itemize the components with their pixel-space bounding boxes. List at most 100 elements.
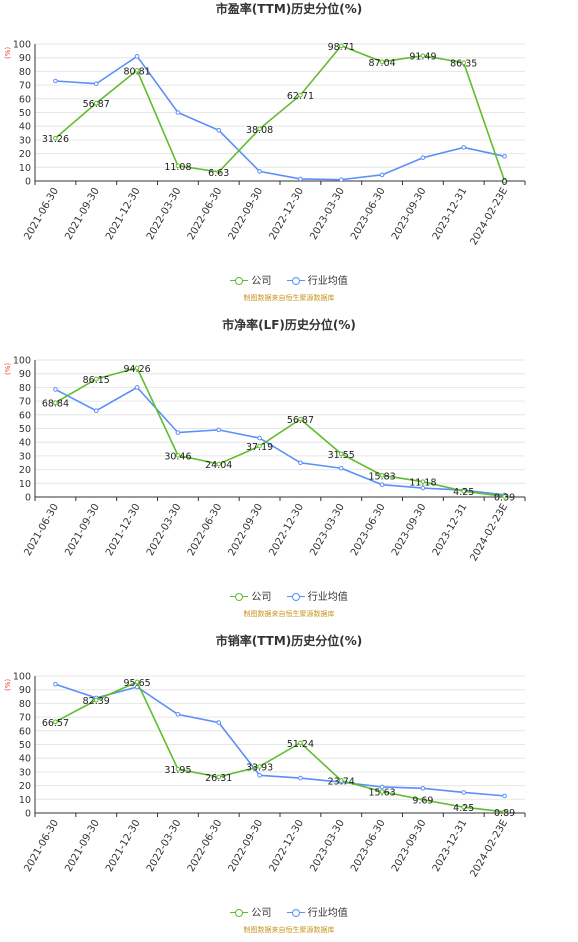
- point-industry: [216, 720, 222, 725]
- x-tick-label: 2024-02-23E: [468, 818, 510, 879]
- x-tick-label: 2022-09-30: [227, 818, 266, 874]
- data-label: 26.31: [205, 773, 232, 784]
- x-tick-label: 2023-09-30: [390, 186, 429, 242]
- point-industry: [175, 430, 181, 435]
- y-tick-label: 0: [25, 177, 31, 188]
- legend-industry-label: 行业均值: [307, 908, 348, 919]
- y-tick-label: 90: [19, 53, 31, 64]
- data-label: 95.65: [123, 678, 150, 689]
- legend-company[interactable]: 公司: [230, 904, 271, 919]
- chart-panel-pb: 市净率(LF)历史分位(%) 0 10 20 30 40 50 60 70 80 90 100 (%)…: [0, 316, 578, 626]
- x-tick-label: 2023-12-31: [431, 502, 470, 558]
- point-company: [216, 169, 222, 175]
- point-industry: [461, 145, 467, 150]
- y-tick-label: 0: [25, 493, 31, 504]
- point-industry: [298, 176, 303, 182]
- point-company: [134, 679, 140, 685]
- data-label: 0: [502, 177, 508, 188]
- point-industry: [298, 775, 303, 781]
- legend-industry[interactable]: 行业均值: [286, 904, 348, 919]
- x-tick-label: 2021-09-30: [63, 818, 102, 874]
- x-tick-label: 2022-12-30: [267, 502, 306, 558]
- legend-company-swatch: [230, 276, 249, 286]
- point-company: [338, 451, 344, 457]
- point-industry: [502, 793, 507, 799]
- x-tick-label: 2024-02-23E: [468, 502, 510, 563]
- y-tick-label: 100: [13, 40, 31, 51]
- source-note: 制图数据来自恒生聚源数据库: [243, 610, 335, 618]
- data-label: 31.55: [328, 450, 355, 461]
- legend-industry[interactable]: 行业均值: [286, 272, 348, 287]
- point-company: [257, 443, 262, 449]
- point-company: [53, 135, 58, 141]
- y-tick-label: 100: [13, 356, 31, 367]
- data-label: 86.35: [450, 59, 477, 70]
- x-tick-label: 2023-12-31: [431, 818, 470, 874]
- point-company: [175, 766, 181, 772]
- x-tick-label: 2021-06-30: [22, 818, 61, 874]
- point-industry: [502, 154, 507, 159]
- data-label: 87.04: [368, 58, 395, 69]
- point-company: [134, 365, 140, 371]
- point-company: [502, 809, 507, 815]
- y-tick-label: 50: [19, 108, 31, 119]
- legend-company[interactable]: 公司: [230, 588, 271, 603]
- chart-panel-pe: 市盈率(TTM)历史分位(%) 0 10 20 30 40 50 60 70 80 90 100 (%…: [0, 0, 578, 310]
- point-industry: [420, 485, 426, 491]
- legend-company-swatch: [230, 908, 249, 918]
- data-label: 91.49: [409, 52, 436, 63]
- legend-company[interactable]: 公司: [230, 272, 271, 287]
- data-label: 24.04: [205, 460, 232, 471]
- point-industry: [93, 81, 99, 87]
- point-industry: [175, 712, 181, 717]
- x-tick-label: 2022-12-30: [267, 818, 306, 874]
- point-industry: [257, 169, 262, 174]
- x-tick-label: 2023-12-31: [431, 186, 470, 242]
- point-company: [257, 764, 262, 769]
- x-tick-label: 2021-12-30: [104, 186, 143, 242]
- x-tick-label: 2022-03-30: [145, 186, 184, 242]
- data-label: 37.19: [246, 442, 273, 453]
- point-industry: [379, 172, 385, 178]
- point-company: [298, 416, 303, 422]
- x-tick-label: 2021-06-30: [22, 186, 61, 242]
- y-unit-label: (%): [4, 679, 12, 691]
- chart-title: 市销率(TTM)历史分位(%): [215, 634, 363, 648]
- legend-company-label: 公司: [251, 908, 272, 919]
- y-tick-label: 60: [19, 726, 31, 737]
- data-label: 68.84: [42, 399, 69, 410]
- legend-industry[interactable]: 行业均值: [286, 588, 348, 603]
- legend: 公司 行业均值: [0, 588, 578, 603]
- data-label: 33.93: [246, 763, 273, 774]
- x-tick-label: 2023-03-30: [308, 186, 347, 242]
- point-company: [420, 479, 426, 484]
- x-tick-label: 2021-09-30: [63, 186, 102, 242]
- legend: 公司 行业均值: [0, 904, 578, 919]
- point-company: [93, 100, 99, 106]
- y-tick-label: 20: [19, 781, 31, 792]
- x-tick-label: 2021-12-30: [104, 502, 143, 558]
- point-company: [134, 67, 140, 73]
- data-label: 6.63: [208, 168, 229, 179]
- y-tick-label: 0: [25, 809, 31, 820]
- y-tick-label: 90: [19, 369, 31, 380]
- x-tick-label: 2023-06-30: [349, 186, 388, 242]
- x-tick-label: 2021-09-30: [63, 502, 102, 558]
- point-company: [257, 126, 262, 132]
- legend-company-label: 公司: [251, 276, 272, 287]
- y-tick-label: 80: [19, 699, 31, 710]
- point-company: [461, 60, 467, 66]
- point-industry: [53, 387, 58, 392]
- point-industry: [379, 482, 385, 487]
- x-tick-label: 2021-12-30: [104, 818, 143, 874]
- data-label: 31.95: [164, 765, 191, 776]
- point-company: [502, 494, 507, 499]
- point-company: [461, 488, 467, 494]
- y-tick-label: 10: [19, 163, 31, 174]
- y-tick-label: 10: [19, 479, 31, 490]
- point-company: [461, 804, 467, 810]
- x-tick-label: 2023-03-30: [308, 818, 347, 874]
- series-line-industry: [55, 683, 505, 797]
